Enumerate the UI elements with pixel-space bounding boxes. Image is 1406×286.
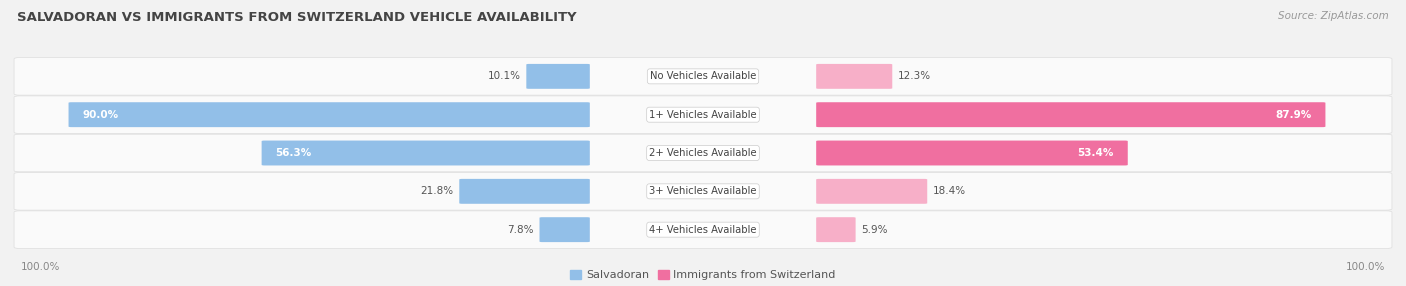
Text: No Vehicles Available: No Vehicles Available: [650, 72, 756, 81]
Text: 4+ Vehicles Available: 4+ Vehicles Available: [650, 225, 756, 235]
Text: 7.8%: 7.8%: [508, 225, 534, 235]
FancyBboxPatch shape: [540, 217, 591, 242]
FancyBboxPatch shape: [14, 57, 1392, 95]
Text: 3+ Vehicles Available: 3+ Vehicles Available: [650, 186, 756, 196]
FancyBboxPatch shape: [815, 102, 1326, 127]
Text: 1+ Vehicles Available: 1+ Vehicles Available: [650, 110, 756, 120]
Text: 2+ Vehicles Available: 2+ Vehicles Available: [650, 148, 756, 158]
Text: 12.3%: 12.3%: [898, 72, 931, 81]
FancyBboxPatch shape: [14, 211, 1392, 249]
FancyBboxPatch shape: [262, 140, 591, 166]
Text: Source: ZipAtlas.com: Source: ZipAtlas.com: [1278, 11, 1389, 21]
Text: 90.0%: 90.0%: [83, 110, 118, 120]
FancyBboxPatch shape: [815, 217, 856, 242]
FancyBboxPatch shape: [815, 64, 893, 89]
FancyBboxPatch shape: [69, 102, 591, 127]
FancyBboxPatch shape: [815, 140, 1128, 166]
Text: 18.4%: 18.4%: [932, 186, 966, 196]
Text: 100.0%: 100.0%: [21, 263, 60, 272]
Text: 53.4%: 53.4%: [1077, 148, 1114, 158]
Text: SALVADORAN VS IMMIGRANTS FROM SWITZERLAND VEHICLE AVAILABILITY: SALVADORAN VS IMMIGRANTS FROM SWITZERLAN…: [17, 11, 576, 24]
FancyBboxPatch shape: [460, 179, 591, 204]
Text: 21.8%: 21.8%: [420, 186, 454, 196]
FancyBboxPatch shape: [14, 96, 1392, 134]
FancyBboxPatch shape: [526, 64, 591, 89]
Legend: Salvadoran, Immigrants from Switzerland: Salvadoran, Immigrants from Switzerland: [571, 270, 835, 281]
Text: 56.3%: 56.3%: [276, 148, 312, 158]
Text: 87.9%: 87.9%: [1275, 110, 1312, 120]
FancyBboxPatch shape: [14, 134, 1392, 172]
FancyBboxPatch shape: [815, 179, 927, 204]
FancyBboxPatch shape: [14, 172, 1392, 210]
Text: 5.9%: 5.9%: [862, 225, 887, 235]
Text: 100.0%: 100.0%: [1346, 263, 1385, 272]
Text: 10.1%: 10.1%: [488, 72, 520, 81]
